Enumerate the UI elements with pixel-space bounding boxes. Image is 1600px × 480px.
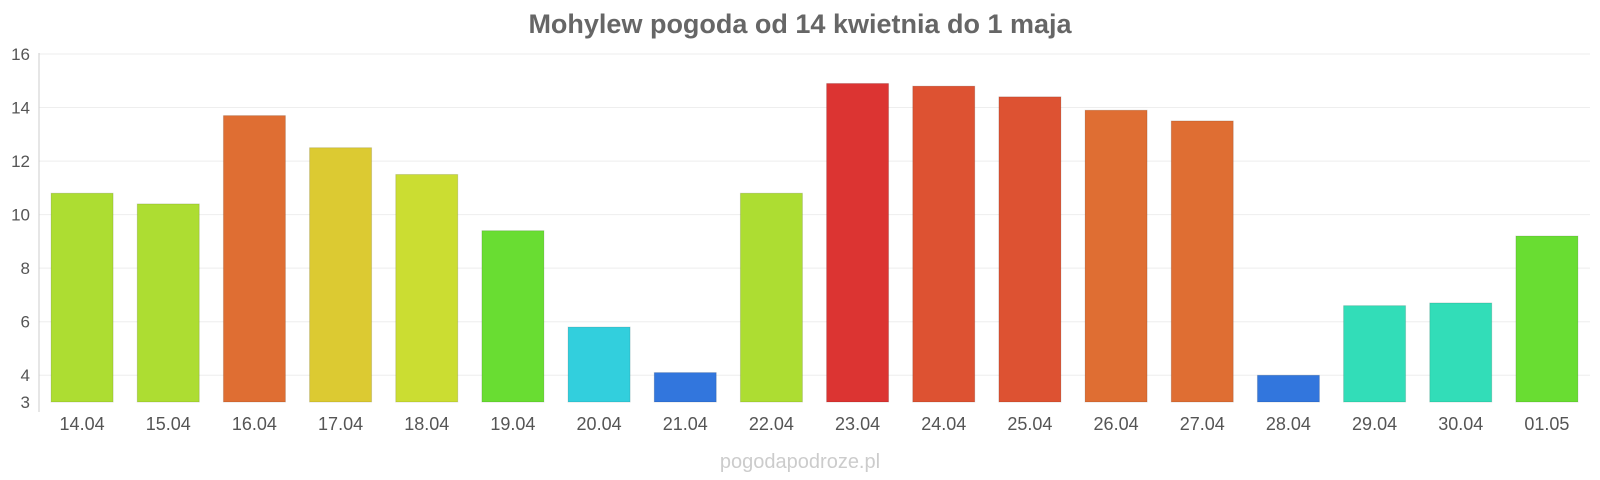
x-tick-label: 18.04 — [404, 414, 449, 434]
bars — [50, 82, 1579, 403]
x-tick-label: 30.04 — [1438, 414, 1483, 434]
bar-30.04 — [1429, 302, 1493, 403]
x-tick-label: 21.04 — [663, 414, 708, 434]
x-tick-label: 01.05 — [1524, 414, 1569, 434]
bar-19.04 — [481, 230, 545, 403]
x-tick-label: 29.04 — [1352, 414, 1397, 434]
x-tick-label: 27.04 — [1180, 414, 1225, 434]
y-tick-label: 14 — [11, 99, 30, 118]
bar-17.04 — [309, 147, 373, 403]
bar-20.04 — [567, 326, 631, 403]
bar-25.04 — [998, 96, 1062, 403]
site-credit: pogodapodroze.pl — [720, 451, 880, 473]
bar-27.04 — [1170, 120, 1234, 403]
bar-28.04 — [1256, 374, 1320, 403]
y-tick-label: 6 — [21, 313, 30, 332]
bar-24.04 — [912, 85, 976, 403]
bar-26.04 — [1084, 109, 1148, 403]
bar-15.04 — [136, 203, 200, 403]
x-tick-label: 24.04 — [921, 414, 966, 434]
bar-23.04 — [826, 82, 890, 403]
y-tick-label: 12 — [11, 152, 30, 171]
x-tick-label: 26.04 — [1094, 414, 1139, 434]
x-tick-label: 22.04 — [749, 414, 794, 434]
y-tick-label: 4 — [21, 366, 30, 385]
bar-16.04 — [222, 115, 286, 403]
x-tick-label: 19.04 — [490, 414, 535, 434]
x-axis-ticks: 14.04 15.04 16.04 17.04 18.04 19.04 20.04 21.04… — [60, 414, 1570, 434]
x-tick-label: 25.04 — [1007, 414, 1052, 434]
bar-21.04 — [653, 372, 717, 403]
y-tick-label: 8 — [21, 259, 30, 278]
x-tick-label: 28.04 — [1266, 414, 1311, 434]
x-tick-label: 16.04 — [232, 414, 277, 434]
x-tick-label: 23.04 — [835, 414, 880, 434]
bar-18.04 — [395, 173, 459, 403]
x-tick-label: 17.04 — [318, 414, 363, 434]
y-axis-ticks: 3 4 6 8 10 12 14 16 — [11, 45, 30, 412]
y-tick-label: 16 — [11, 45, 30, 64]
bar-29.04 — [1343, 305, 1407, 403]
x-tick-label: 15.04 — [146, 414, 191, 434]
bar-14.04 — [50, 192, 114, 403]
y-tick-label: 3 — [21, 393, 30, 412]
y-tick-label: 10 — [11, 206, 30, 225]
bar-01.05 — [1515, 235, 1579, 403]
x-tick-label: 20.04 — [577, 414, 622, 434]
grid-lines — [39, 53, 1590, 376]
bar-22.04 — [739, 192, 803, 403]
x-tick-label: 14.04 — [60, 414, 105, 434]
chart-title: Mohylew pogoda od 14 kwietnia do 1 maja — [528, 9, 1072, 39]
